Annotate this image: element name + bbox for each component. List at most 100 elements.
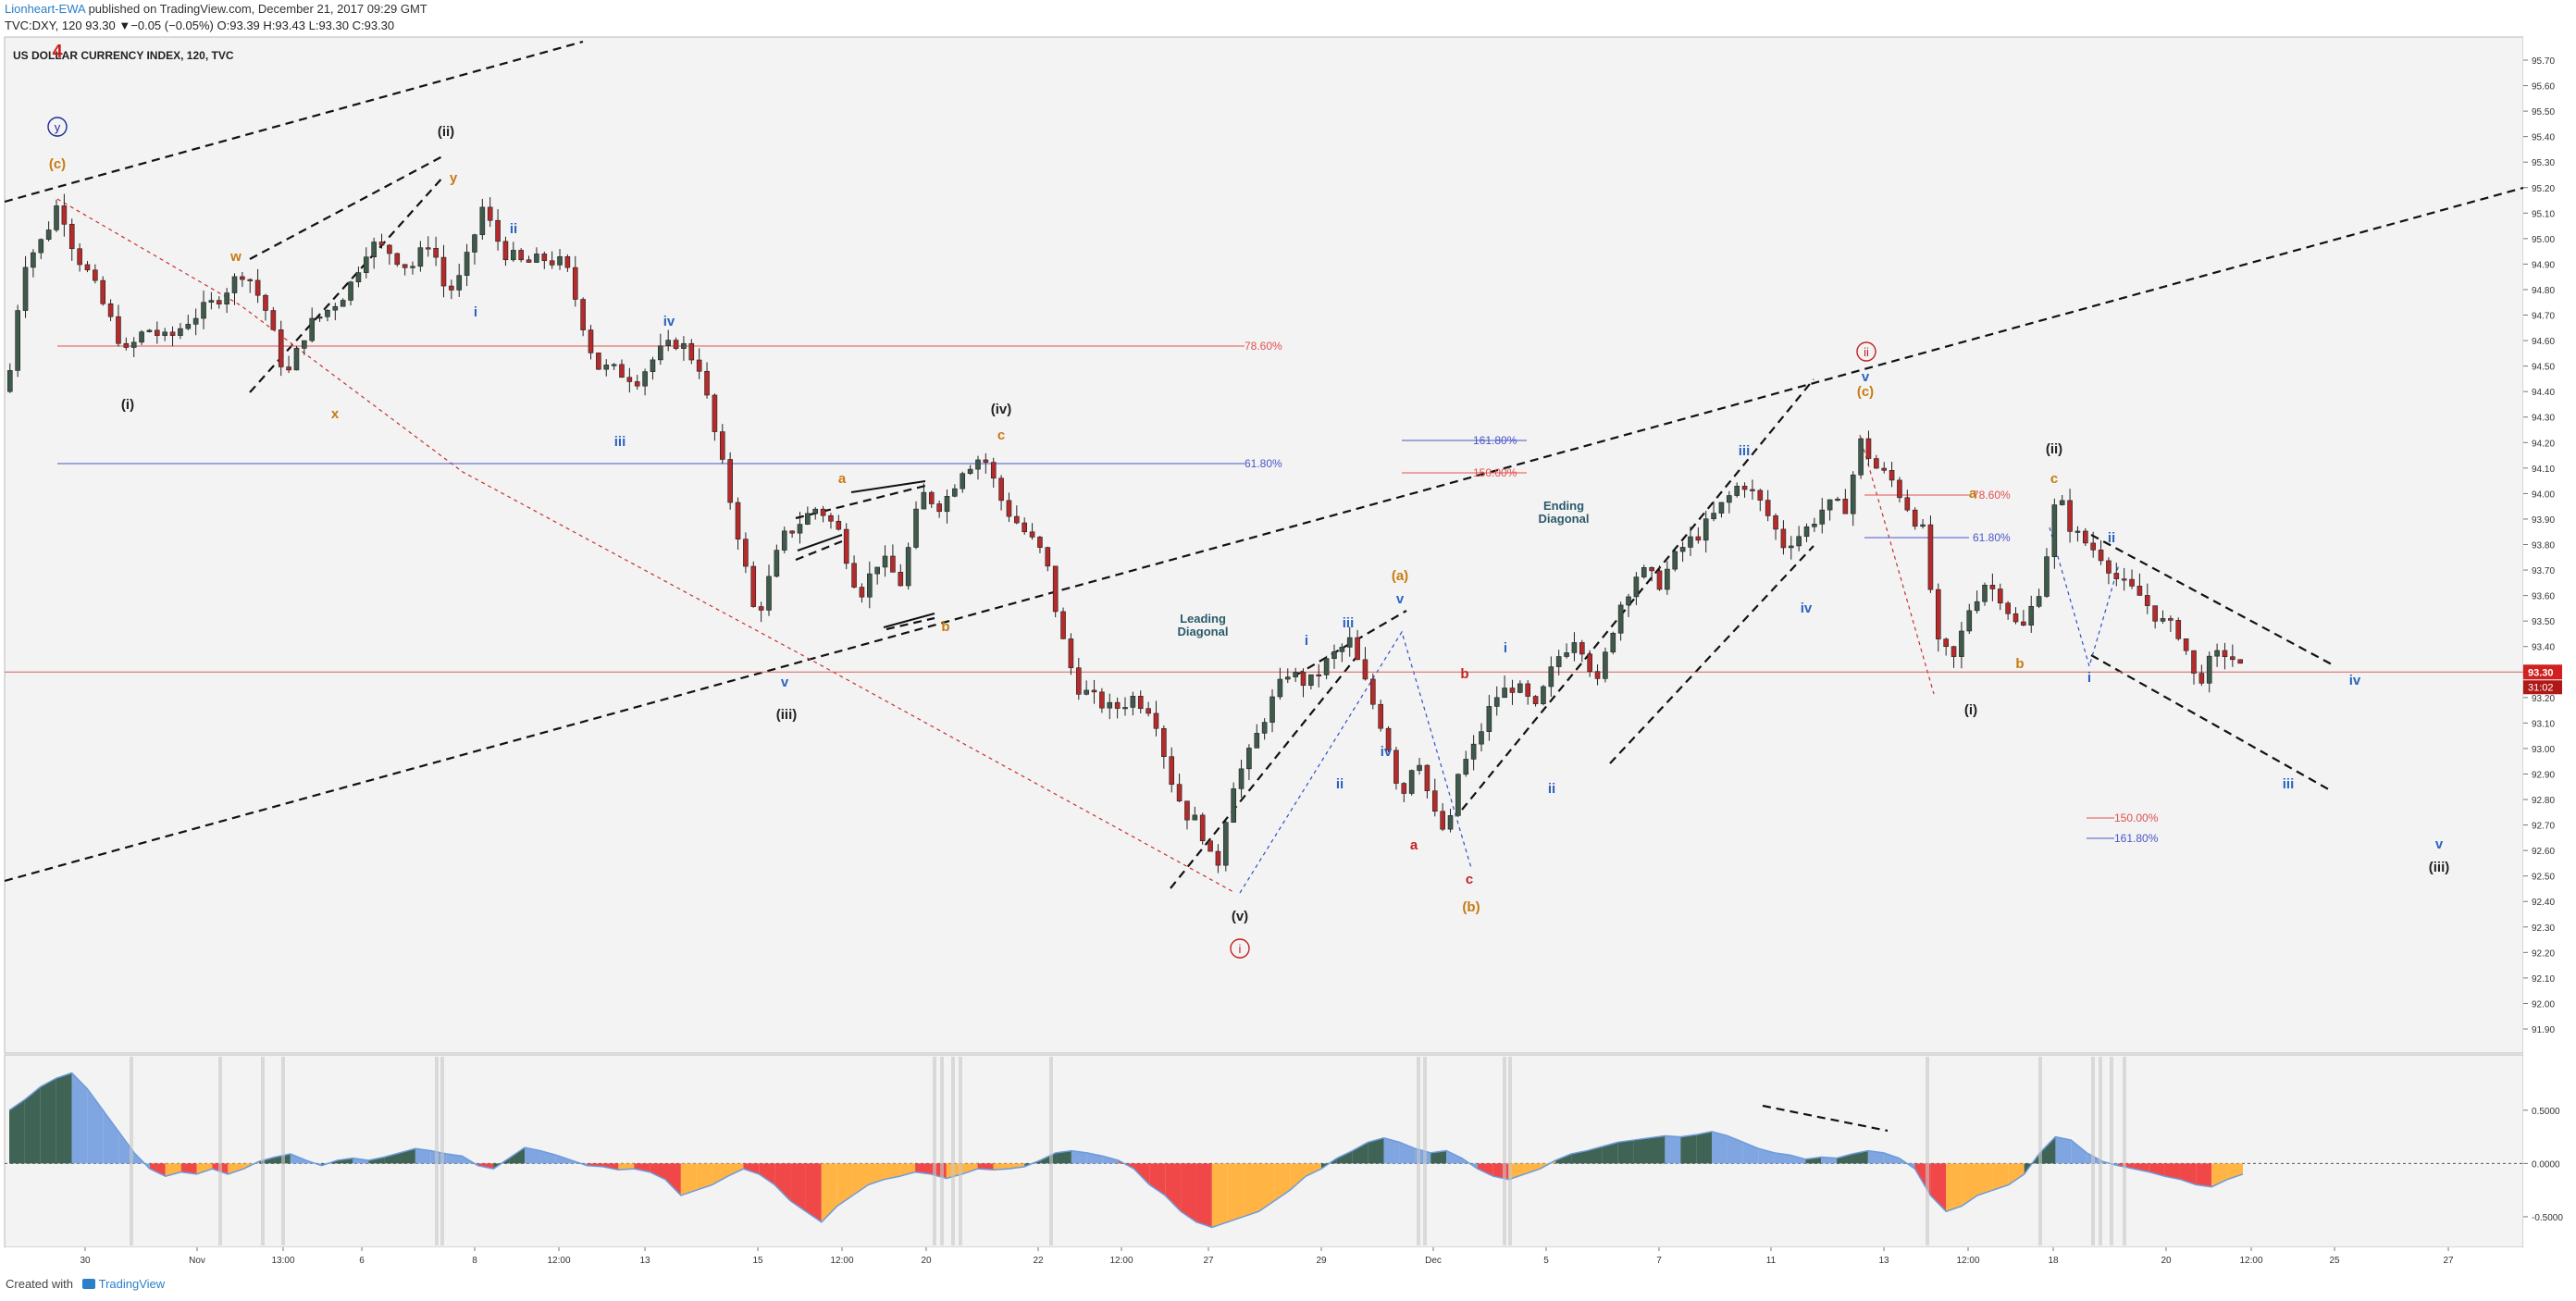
candle-body bbox=[990, 462, 997, 479]
time-tick-label: 22 bbox=[1033, 1256, 1044, 1266]
price-tick-label: 92.40 bbox=[2532, 898, 2555, 908]
wave-label: v bbox=[2435, 836, 2444, 852]
candle-body bbox=[960, 473, 966, 489]
candle-body bbox=[1146, 708, 1151, 714]
osc-segment bbox=[2133, 1163, 2149, 1172]
time-axis[interactable] bbox=[5, 1247, 2523, 1270]
wave-label: (v) bbox=[1232, 909, 1248, 924]
candle-body bbox=[518, 250, 524, 261]
candle-body bbox=[541, 254, 548, 262]
wave-label: c bbox=[2050, 471, 2058, 487]
osc-segment bbox=[9, 1099, 25, 1164]
fib-extension-line bbox=[1239, 630, 1472, 894]
wave-circle bbox=[1856, 341, 1876, 362]
wave-label: (iii) bbox=[2429, 860, 2450, 875]
wave-label: i bbox=[1504, 640, 1507, 656]
candle-body bbox=[302, 340, 307, 349]
candle-body bbox=[650, 359, 656, 372]
wave-label: i bbox=[2087, 670, 2091, 686]
candle-body bbox=[93, 269, 98, 281]
osc-segment bbox=[71, 1072, 88, 1164]
osc-segment bbox=[602, 1163, 619, 1171]
candle-body bbox=[201, 302, 206, 319]
fib-level-label: 161.80% bbox=[1473, 434, 1517, 447]
candle-body bbox=[1408, 770, 1415, 794]
candle-body bbox=[1548, 666, 1554, 688]
candle-body bbox=[797, 524, 803, 534]
candle-body bbox=[1277, 678, 1283, 698]
candle-body bbox=[2044, 556, 2050, 597]
candle-body bbox=[1780, 528, 1787, 549]
candle-body bbox=[348, 281, 353, 301]
candle-body bbox=[495, 219, 501, 242]
wave-label: b bbox=[2015, 656, 2024, 672]
high-label: H: bbox=[263, 19, 276, 32]
candle-body bbox=[928, 491, 935, 504]
osc-segment bbox=[1227, 1163, 1244, 1222]
candle-body bbox=[139, 331, 144, 343]
low-value: 93.30 bbox=[318, 19, 349, 32]
candle-body bbox=[1532, 696, 1539, 704]
last-price-tag bbox=[2523, 664, 2562, 680]
price-tick-label: 93.50 bbox=[2532, 617, 2555, 627]
candle-body bbox=[1493, 697, 1500, 707]
candle-body bbox=[1796, 536, 1802, 547]
price-axis[interactable] bbox=[2523, 37, 2576, 1247]
candle-body bbox=[1323, 658, 1330, 675]
main-pane-background[interactable] bbox=[4, 36, 2524, 1054]
wave-label: ii bbox=[1548, 781, 1555, 797]
osc-segment bbox=[1274, 1163, 1291, 1201]
price-tick-label: 94.50 bbox=[2532, 363, 2555, 373]
candle-body bbox=[192, 317, 199, 325]
time-tick-label: 13:00 bbox=[271, 1256, 294, 1266]
candle-body bbox=[1679, 547, 1686, 552]
candle-body bbox=[673, 340, 679, 349]
osc-segment bbox=[103, 1109, 119, 1164]
candle-body bbox=[31, 252, 36, 268]
candle-body bbox=[449, 285, 454, 291]
wave-label: v bbox=[1862, 369, 1870, 385]
osc-segment bbox=[446, 1154, 463, 1164]
candle-body bbox=[1617, 604, 1624, 634]
price-tick-label: 93.00 bbox=[2532, 745, 2555, 755]
candle-body bbox=[836, 520, 842, 530]
osc-segment bbox=[1633, 1137, 1650, 1164]
trend-line bbox=[2090, 534, 2333, 665]
candle-body bbox=[534, 254, 539, 263]
candle-body bbox=[2036, 596, 2042, 607]
osc-segment bbox=[1383, 1137, 1400, 1164]
price-tick-label: 92.70 bbox=[2532, 822, 2555, 832]
osc-segment bbox=[1243, 1163, 1259, 1217]
oscillator-pane-background[interactable] bbox=[4, 1054, 2524, 1248]
price-tick-label: 95.40 bbox=[2532, 133, 2555, 143]
candle-body bbox=[1564, 652, 1569, 657]
candle-body bbox=[2198, 673, 2205, 684]
time-tick-label: 12:00 bbox=[2239, 1256, 2262, 1266]
candle-body bbox=[1951, 646, 1957, 657]
price-tick-label: 92.20 bbox=[2532, 948, 2555, 959]
osc-segment bbox=[1837, 1154, 1852, 1164]
price-tick-label: 93.10 bbox=[2532, 719, 2555, 729]
candle-body bbox=[1122, 707, 1128, 710]
candle-body bbox=[1688, 536, 1693, 548]
candle-body bbox=[402, 264, 408, 268]
osc-segment bbox=[1790, 1155, 1806, 1164]
wave-label: (iv) bbox=[991, 402, 1012, 417]
price-tick-label: 94.60 bbox=[2532, 337, 2555, 347]
candle-body bbox=[2152, 605, 2158, 622]
tradingview-logo[interactable]: TradingView bbox=[81, 1277, 165, 1291]
wave-label: (ii) bbox=[438, 124, 454, 140]
candle-body bbox=[1695, 536, 1702, 541]
wave-label: v bbox=[781, 675, 789, 690]
osc-segment bbox=[228, 1163, 244, 1174]
author-link[interactable]: Lionheart-EWA bbox=[5, 2, 85, 16]
osc-segment bbox=[2196, 1163, 2212, 1187]
osc-segment bbox=[1867, 1150, 1884, 1164]
price-tick-label: 95.50 bbox=[2532, 107, 2555, 118]
candle-body bbox=[1114, 701, 1121, 709]
candle-body bbox=[1555, 656, 1562, 667]
candle-body bbox=[472, 234, 477, 253]
candle-body bbox=[84, 264, 91, 271]
candle-body bbox=[1470, 743, 1477, 760]
